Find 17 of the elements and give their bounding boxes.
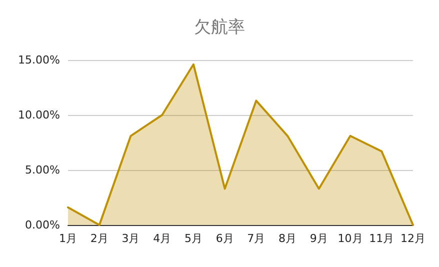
x-tick-label: 2月 bbox=[90, 232, 108, 245]
chart-title: 欠航率 bbox=[194, 18, 245, 38]
y-tick-label: 15.00% bbox=[18, 54, 60, 66]
x-tick-label: 1月 bbox=[59, 232, 77, 245]
x-tick-label: 7月 bbox=[247, 232, 266, 245]
y-tick-label: 0.00% bbox=[25, 218, 60, 232]
x-tick-label: 5月 bbox=[184, 232, 202, 245]
x-tick-label: 4月 bbox=[153, 232, 172, 245]
y-tick-label: 5.00% bbox=[25, 164, 60, 176]
y-tick-label: 10.00% bbox=[18, 108, 60, 122]
x-tick-label: 8月 bbox=[278, 232, 297, 245]
x-tick-label: 9月 bbox=[310, 232, 328, 245]
x-tick-label: 10月 bbox=[338, 232, 363, 245]
x-tick-label: 3月 bbox=[122, 232, 140, 245]
x-tick-label: 6月 bbox=[216, 232, 234, 245]
x-tick-label: 12月 bbox=[400, 232, 426, 245]
x-tick-label: 11月 bbox=[369, 232, 394, 245]
